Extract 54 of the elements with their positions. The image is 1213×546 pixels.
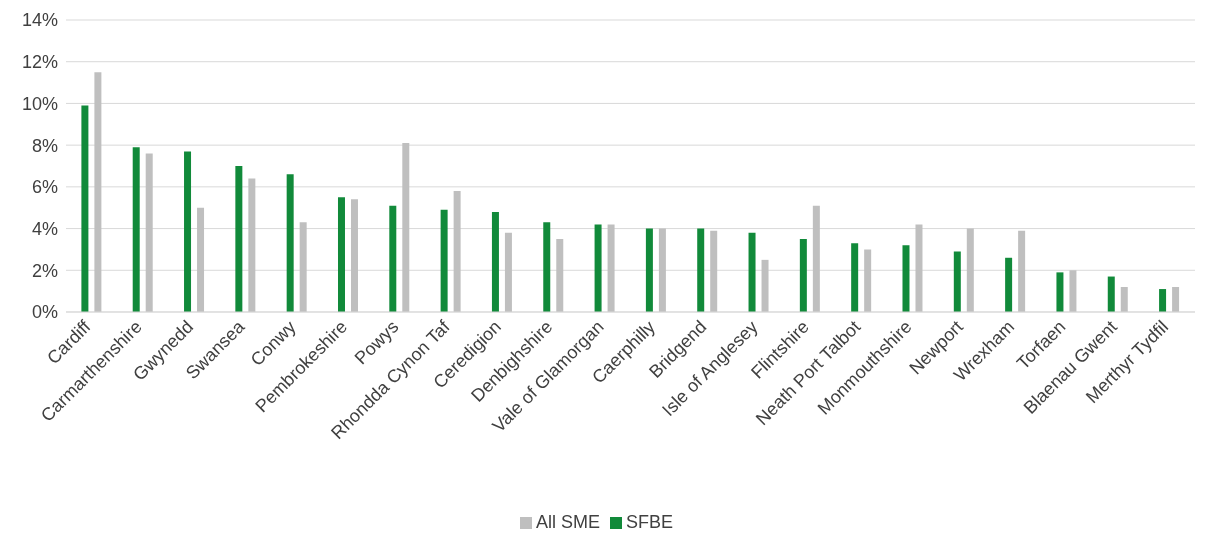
bar	[440, 209, 448, 312]
bar	[145, 153, 153, 312]
bar	[812, 205, 820, 312]
bar	[132, 147, 140, 312]
bar	[491, 211, 499, 312]
y-tick-label: 6%	[31, 177, 58, 198]
bar	[851, 243, 859, 312]
bar	[299, 222, 307, 312]
bar	[389, 205, 397, 312]
bar	[337, 197, 345, 312]
bar	[1018, 230, 1026, 312]
y-tick-label: 8%	[31, 135, 58, 156]
y-tick-label: 12%	[21, 52, 58, 73]
bar	[1069, 270, 1077, 312]
bar	[966, 228, 974, 312]
bar	[94, 72, 102, 312]
bar	[1005, 257, 1013, 312]
bar	[902, 245, 910, 312]
bar	[953, 251, 961, 312]
bar	[184, 151, 192, 312]
bar	[594, 224, 602, 312]
bar	[350, 199, 358, 312]
bar	[645, 228, 653, 312]
bar	[543, 222, 551, 312]
legend-label: All SME	[535, 512, 600, 532]
bar	[81, 105, 89, 312]
bar	[197, 207, 205, 312]
y-tick-label: 10%	[21, 93, 58, 114]
bar	[1172, 286, 1180, 312]
bar	[748, 232, 756, 312]
bar	[761, 259, 769, 312]
bar	[1056, 272, 1064, 312]
bar	[607, 224, 615, 312]
bar	[1159, 289, 1167, 312]
bar	[248, 178, 256, 312]
bar	[697, 228, 705, 312]
bar	[1107, 276, 1115, 312]
y-tick-label: 0%	[31, 302, 58, 323]
bar	[710, 230, 718, 312]
y-tick-label: 4%	[31, 218, 58, 239]
bar	[453, 191, 461, 312]
y-tick-label: 14%	[21, 10, 58, 31]
bar	[658, 228, 666, 312]
bar	[864, 249, 872, 312]
bar	[915, 224, 923, 312]
bar	[235, 166, 243, 312]
legend-label: SFBE	[626, 512, 674, 532]
bar	[402, 143, 410, 312]
bar	[286, 174, 294, 312]
bar	[799, 239, 807, 312]
bar	[1120, 286, 1128, 312]
y-tick-label: 2%	[31, 260, 58, 281]
bar	[556, 239, 564, 312]
bar	[504, 232, 512, 312]
